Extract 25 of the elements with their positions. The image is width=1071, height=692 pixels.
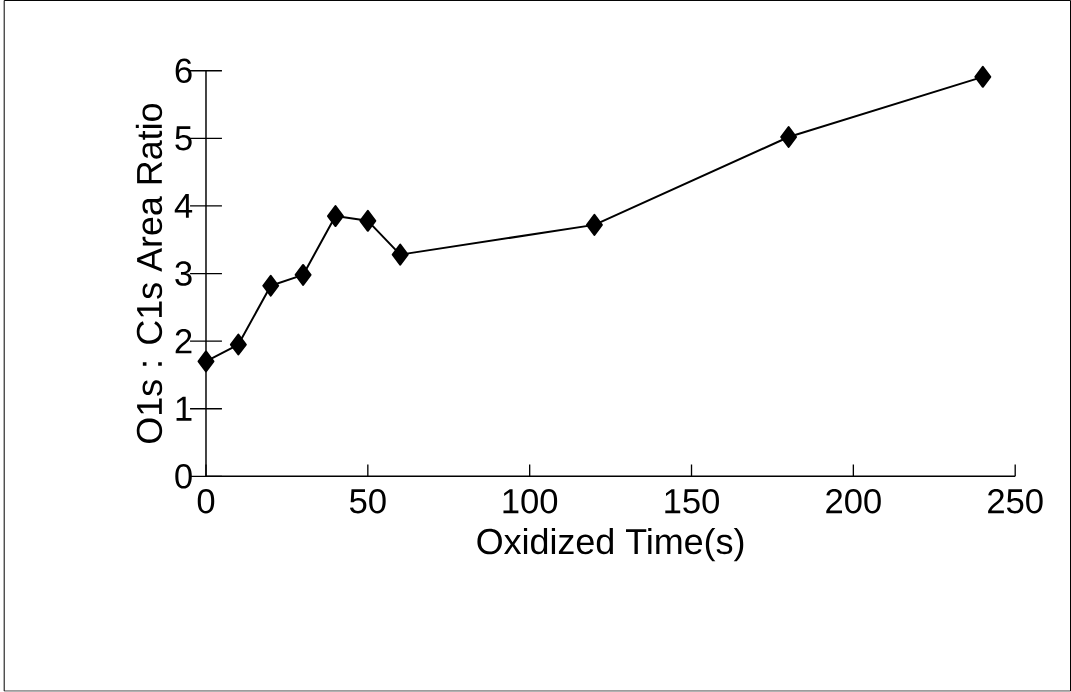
point (262, 274, 280, 297)
x-tick-label: 150 (665, 489, 719, 514)
x-tick-label: 100 (503, 489, 558, 514)
x-tick-label: 50 (350, 489, 386, 514)
point (974, 66, 992, 88)
point (585, 214, 603, 237)
y-tick-label: 1 (176, 397, 192, 421)
point (326, 205, 344, 228)
y-axis-title: O1s : C1s Area Ratio (135, 104, 163, 444)
point (359, 210, 377, 232)
y-tick-label: 5 (175, 126, 192, 151)
y-tick-label: 3 (175, 261, 192, 286)
point (391, 243, 409, 266)
y-tick-label: 6 (175, 58, 192, 84)
point (780, 126, 798, 149)
x-axis-title: Oxidized Time(s) (477, 528, 744, 562)
point (294, 264, 312, 287)
x-tick-label: 200 (826, 489, 881, 514)
y-tick-label: 2 (175, 329, 192, 354)
y-tick-label: 4 (174, 194, 193, 219)
x-tick-label: 250 (988, 489, 1043, 514)
point (197, 350, 215, 373)
x-tick-label: 0 (197, 489, 215, 514)
point (229, 333, 247, 356)
y-tick-label: 0 (175, 464, 192, 489)
